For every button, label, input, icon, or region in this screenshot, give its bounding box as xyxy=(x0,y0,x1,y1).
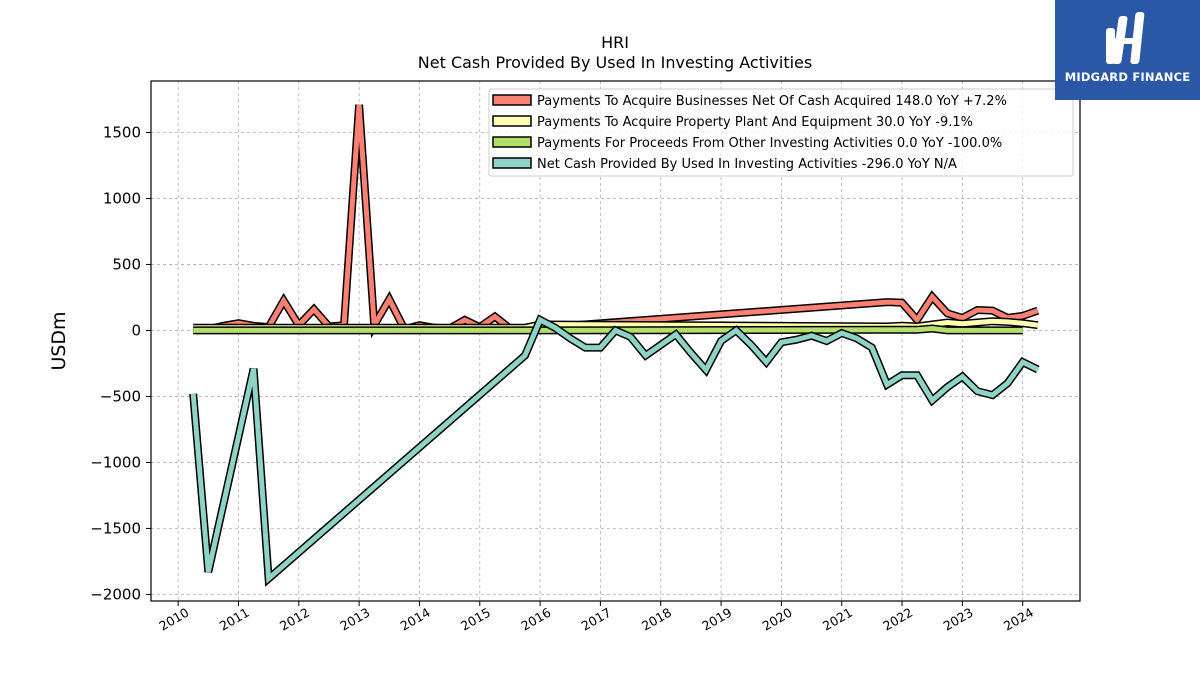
chart-title: HRI xyxy=(601,33,629,52)
x-tick-label: 2015 xyxy=(458,605,493,634)
y-tick-label: 0 xyxy=(131,321,141,339)
x-tick-label: 2017 xyxy=(579,605,614,634)
plot-frame xyxy=(150,80,1081,602)
x-tick-label: 2016 xyxy=(518,605,553,634)
legend-label: Payments For Proceeds From Other Investi… xyxy=(537,136,1002,151)
y-tick-label: 500 xyxy=(112,255,141,273)
legend-label: Payments To Acquire Businesses Net Of Ca… xyxy=(537,94,1007,109)
x-tick-label: 2014 xyxy=(398,605,433,634)
series-layer xyxy=(189,104,1040,587)
legend-swatch xyxy=(492,94,532,106)
chart-subtitle: Net Cash Provided By Used In Investing A… xyxy=(418,53,812,72)
legend-swatch xyxy=(492,115,532,127)
legend-swatch xyxy=(492,157,532,169)
series-2 xyxy=(193,324,1023,335)
y-tick-label: −1000 xyxy=(90,453,141,471)
x-tick-label: 2013 xyxy=(337,605,372,634)
legend-box xyxy=(488,88,1074,177)
x-tick-label: 2012 xyxy=(277,605,312,634)
x-tick-label: 2019 xyxy=(699,605,734,634)
legend-swatch xyxy=(492,136,532,148)
legend-label: Payments To Acquire Property Plant And E… xyxy=(537,115,973,130)
y-tick-label: 1000 xyxy=(103,189,141,207)
x-tick-label: 2010 xyxy=(156,605,191,634)
y-axis-label: USDm xyxy=(48,311,70,370)
brand-mark-icon xyxy=(1106,12,1145,64)
series-3 xyxy=(189,314,1040,587)
x-tick-label: 2011 xyxy=(217,605,252,634)
x-tick-label: 2022 xyxy=(880,605,915,634)
brand-logo: MIDGARD FINANCE xyxy=(1055,0,1200,100)
x-tick-label: 2020 xyxy=(760,605,795,634)
x-tick-label: 2023 xyxy=(941,605,976,634)
x-tick-label: 2021 xyxy=(820,605,855,634)
legend: Payments To Acquire Businesses Net Of Ca… xyxy=(488,88,1074,177)
series-line xyxy=(190,316,1039,584)
series-line xyxy=(193,325,1023,333)
brand-name: MIDGARD FINANCE xyxy=(1064,70,1191,84)
y-tick-label: 1500 xyxy=(103,123,141,141)
series-line-outline xyxy=(189,314,1040,587)
legend-label: Net Cash Provided By Used In Investing A… xyxy=(537,157,957,172)
series-line xyxy=(193,318,1039,331)
y-tick-label: −1500 xyxy=(90,519,141,537)
y-tick-label: −500 xyxy=(100,387,141,405)
x-tick-label: 2024 xyxy=(1001,605,1036,634)
x-tick-label: 2018 xyxy=(639,605,674,634)
y-tick-label: −2000 xyxy=(90,585,141,603)
series-1 xyxy=(193,317,1039,332)
